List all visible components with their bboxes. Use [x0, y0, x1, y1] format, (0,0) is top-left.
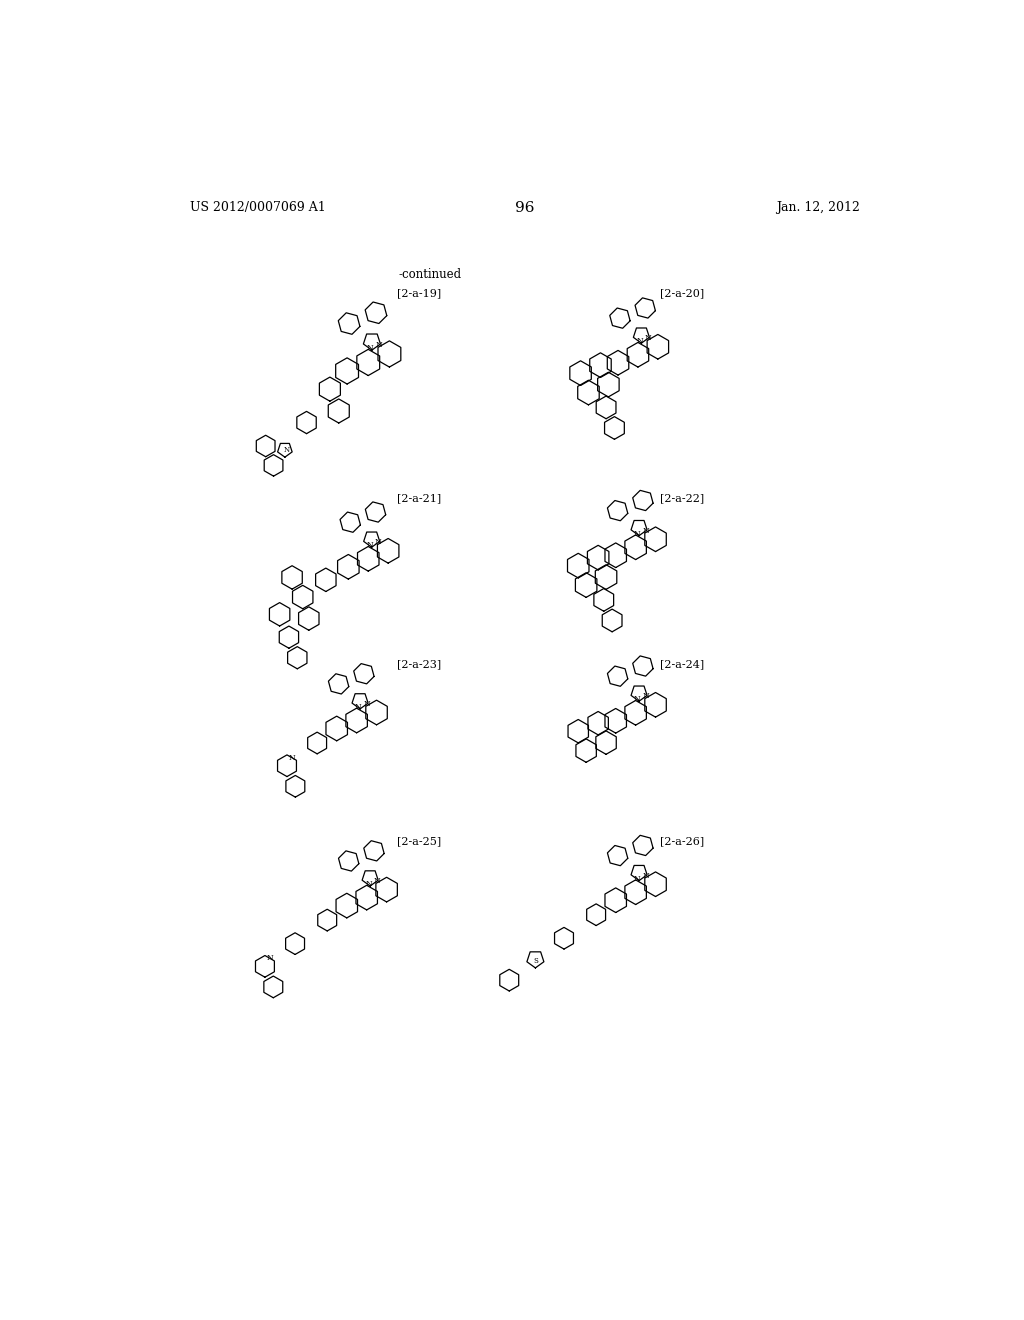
Text: [2-a-21]: [2-a-21] [396, 494, 440, 503]
Text: -continued: -continued [398, 268, 462, 281]
Text: N: N [634, 529, 641, 537]
Text: [2-a-26]: [2-a-26] [660, 836, 705, 846]
Text: [2-a-20]: [2-a-20] [660, 288, 705, 298]
Text: N: N [367, 345, 374, 352]
Text: N: N [267, 954, 273, 962]
Text: US 2012/0007069 A1: US 2012/0007069 A1 [190, 201, 326, 214]
Text: N: N [634, 696, 641, 704]
Text: N: N [367, 541, 374, 549]
Text: N: N [375, 539, 382, 546]
Text: N: N [634, 875, 641, 883]
Text: Jan. 12, 2012: Jan. 12, 2012 [776, 201, 859, 214]
Text: N: N [366, 880, 372, 888]
Text: N: N [289, 755, 295, 763]
Text: [2-a-25]: [2-a-25] [396, 836, 440, 846]
Text: S: S [532, 957, 538, 965]
Text: [2-a-23]: [2-a-23] [396, 659, 440, 669]
Text: [2-a-24]: [2-a-24] [660, 659, 705, 669]
Text: N: N [644, 334, 651, 342]
Text: N: N [642, 692, 649, 700]
Text: N: N [284, 446, 290, 454]
Text: N: N [373, 876, 380, 884]
Text: N: N [637, 338, 643, 346]
Text: N: N [642, 527, 649, 535]
Text: 96: 96 [515, 201, 535, 215]
Text: [2-a-22]: [2-a-22] [660, 494, 705, 503]
Text: N: N [364, 700, 370, 708]
Text: [2-a-19]: [2-a-19] [396, 288, 440, 298]
Text: N: N [642, 871, 649, 879]
Text: N: N [376, 341, 382, 348]
Text: N: N [355, 704, 361, 711]
